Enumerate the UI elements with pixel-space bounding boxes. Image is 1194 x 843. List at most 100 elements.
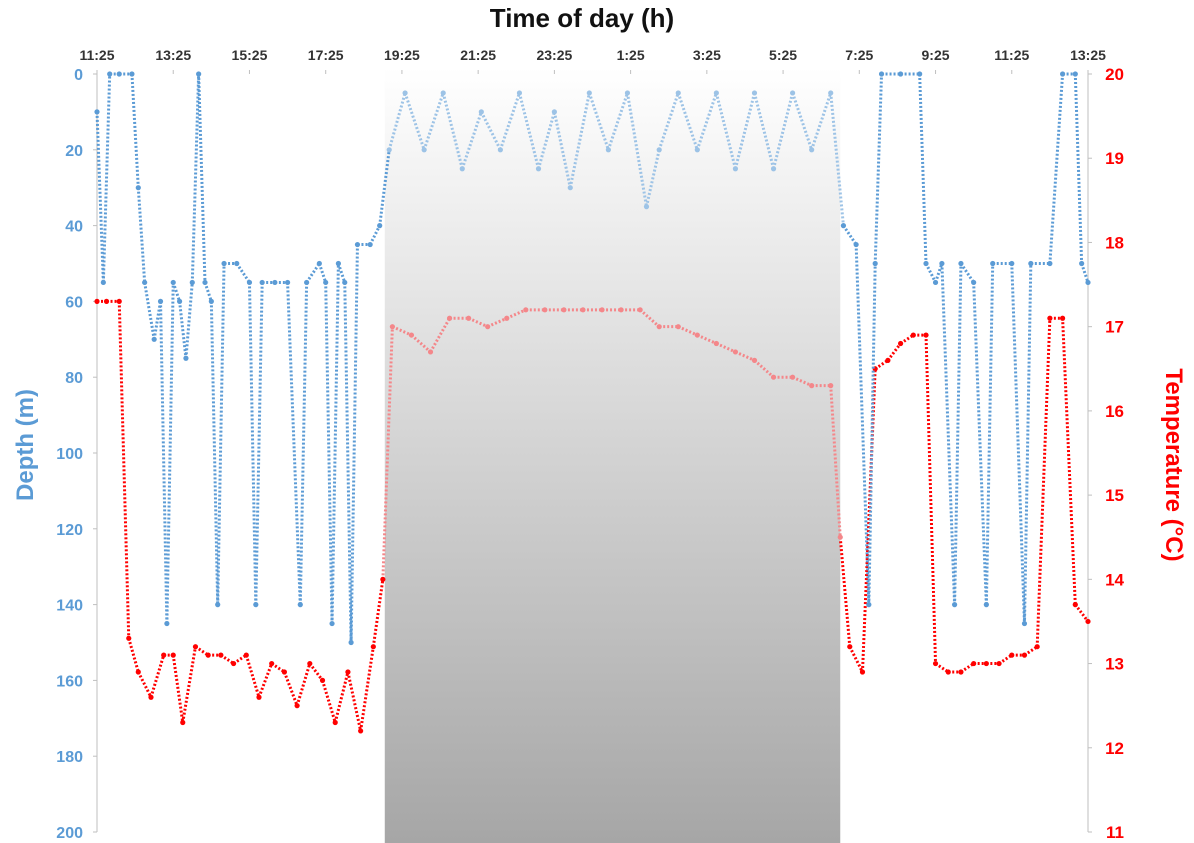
depth-point [939,260,945,267]
depth-point [335,260,341,267]
temperature-point [380,576,386,582]
depth-point [284,279,291,286]
depth-point [1047,260,1053,267]
depth-trace [165,282,175,624]
temperature-point [466,315,472,321]
temperature-point [770,374,777,380]
temperature-point [1059,315,1066,321]
temperature-point [180,719,186,726]
depth-trace [190,73,201,283]
temperature-trace [308,662,324,682]
depth-trace [537,111,556,170]
chart-title: Time of day (h) [490,3,674,33]
temperature-point [932,660,939,667]
temperature-point [218,652,224,658]
depth-trace [972,282,988,605]
depth-point [1072,71,1078,77]
time-tick-label: 5:25 [769,47,797,63]
depth-point [354,241,361,248]
temperature-trace [181,646,197,723]
temperature-trace [753,359,775,379]
depth-trace [324,282,334,624]
depth-point [853,241,859,248]
depth-point [329,620,335,627]
temperature-trace [696,333,717,345]
time-axis-ticks: 11:25 13:25 15:25 17:25 19:25 21:25 23:25 1:25 3… [79,47,1106,74]
depth-trace [143,282,156,340]
temperature-axis-label: Temperature (°C) [1160,368,1187,561]
temperature-point [637,307,643,313]
temperature-point [958,669,964,675]
depth-trace [953,263,963,605]
depth-trace [645,149,661,207]
temperature-point [983,660,989,667]
depth-point [135,185,141,191]
depth-trace [349,244,359,643]
temperature-tick-label: 18 [1105,233,1124,252]
depth-trace [171,281,182,302]
time-tick-label: 3:25 [693,47,721,63]
depth-trace [305,262,321,284]
temperature-trace [715,342,737,354]
temperature-trace [371,579,385,647]
depth-trace [867,263,877,605]
depth-trace [1073,73,1084,264]
depth-trace [1010,263,1026,624]
temperature-point [485,324,491,330]
depth-point [828,90,834,96]
temperature-trace [391,325,413,337]
temperature-point [1047,315,1053,321]
depth-point [872,260,878,267]
depth-point [932,279,939,286]
depth-trace [298,282,309,605]
depth-trace [984,263,995,605]
time-tick-label: 1:25 [617,47,645,63]
depth-tick-label: 200 [56,825,83,842]
depth-point [107,71,113,77]
temperature-trace [295,663,312,707]
depth-point [272,279,278,286]
depth-point [990,260,996,267]
depth-point [215,602,221,608]
time-tick-label: 19:25 [384,47,420,63]
depth-point [129,71,135,77]
depth-trace [479,111,502,151]
temperature-point [389,324,395,330]
temperature-point [319,677,326,684]
depth-point [866,602,872,608]
depth-point [234,260,240,267]
temperature-point [269,660,275,667]
depth-point [348,639,354,646]
depth-axis: 0 20 40 60 80 100 120 140 160 180 200 [56,67,98,842]
depth-point [221,260,227,267]
depth-trace [1080,263,1090,283]
depth-point [304,279,310,286]
depth-point [170,279,176,286]
temperature-trace [149,654,166,698]
depth-point [1079,260,1085,267]
temperature-point [732,349,739,355]
depth-point [421,147,427,153]
temperature-tick-label: 12 [1105,739,1124,758]
temperature-point [103,298,110,304]
depth-tick-label: 160 [56,673,83,690]
temperature-point [694,332,700,338]
temperature-point [828,383,834,389]
depth-point [176,298,183,304]
depth-trace [934,263,944,283]
temperature-tick-label: 14 [1105,570,1124,589]
depth-tick-label: 20 [65,143,83,160]
depth-trace [625,92,648,207]
depth-trace [178,301,188,359]
temperature-trace [1035,318,1052,647]
temperature-trace [346,671,363,732]
depth-point [402,90,408,96]
depth-trace [216,263,226,605]
depth-trace [343,282,353,643]
temperature-point [713,340,719,347]
depth-trace [924,262,937,284]
depth-tick-label: 0 [74,67,83,84]
temperature-point [192,644,199,650]
depth-trace [810,92,833,151]
depth-point [478,109,484,115]
